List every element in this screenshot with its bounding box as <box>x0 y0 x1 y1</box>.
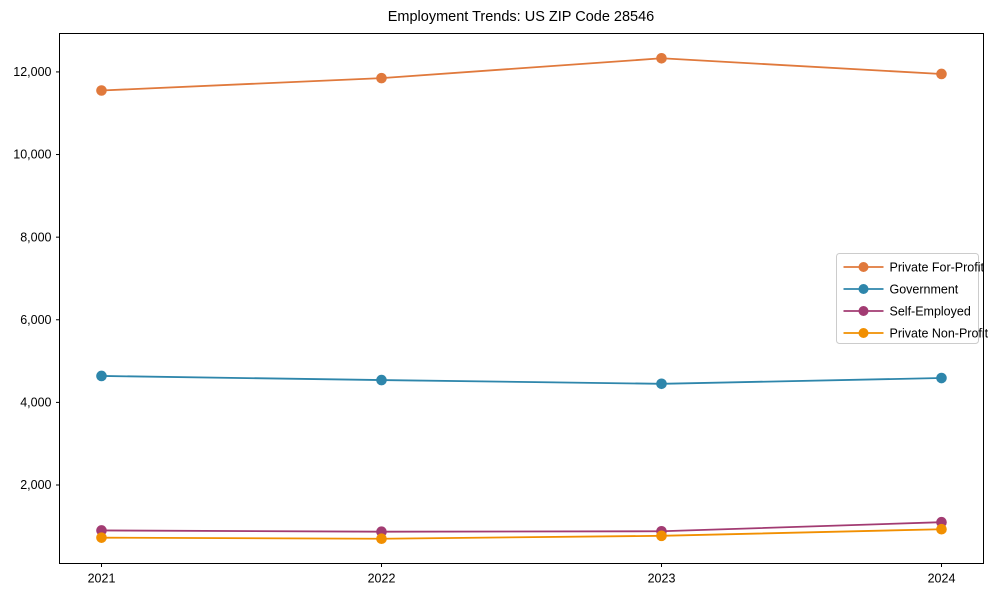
legend-marker <box>858 328 869 338</box>
data-point-private-non-profit <box>376 533 387 545</box>
legend-marker <box>858 284 869 294</box>
data-point-private-non-profit <box>936 523 947 535</box>
data-point-private-for-profit <box>656 52 667 64</box>
y-tick-label: 4,000 <box>20 396 51 410</box>
x-tick-label: 2023 <box>648 572 676 586</box>
data-point-government <box>96 370 107 382</box>
series-line-self-employed <box>101 521 942 533</box>
data-point-private-non-profit <box>96 532 107 543</box>
legend-label: Private For-Profit <box>890 260 985 274</box>
legend-marker <box>858 306 869 316</box>
y-tick-label: 6,000 <box>20 313 51 327</box>
legend-marker <box>858 262 869 272</box>
x-tick-label: 2024 <box>928 572 956 586</box>
y-tick-label: 8,000 <box>20 230 51 244</box>
series-line-private-non-profit <box>101 528 942 540</box>
legend-label: Self-Employed <box>890 304 971 318</box>
legend <box>836 253 979 344</box>
data-point-private-for-profit <box>96 85 107 96</box>
series-line-private-for-profit <box>101 57 942 92</box>
data-point-government <box>936 372 947 384</box>
plot-frame <box>59 33 984 564</box>
data-point-private-for-profit <box>936 68 947 80</box>
series-line-government <box>101 375 942 385</box>
data-point-private-for-profit <box>376 72 387 84</box>
y-tick-label: 2,000 <box>20 478 51 492</box>
legend-label: Private Non-Profit <box>890 326 989 340</box>
x-tick-label: 2021 <box>88 572 116 586</box>
y-tick-label: 12,000 <box>13 65 51 79</box>
y-tick-label: 10,000 <box>13 148 51 162</box>
chart-title: Employment Trends: US ZIP Code 28546 <box>387 9 655 25</box>
data-point-government <box>376 374 387 386</box>
data-point-private-non-profit <box>656 530 667 542</box>
x-tick-label: 2022 <box>368 572 396 586</box>
data-point-government <box>656 378 667 390</box>
legend-label: Government <box>890 282 959 296</box>
